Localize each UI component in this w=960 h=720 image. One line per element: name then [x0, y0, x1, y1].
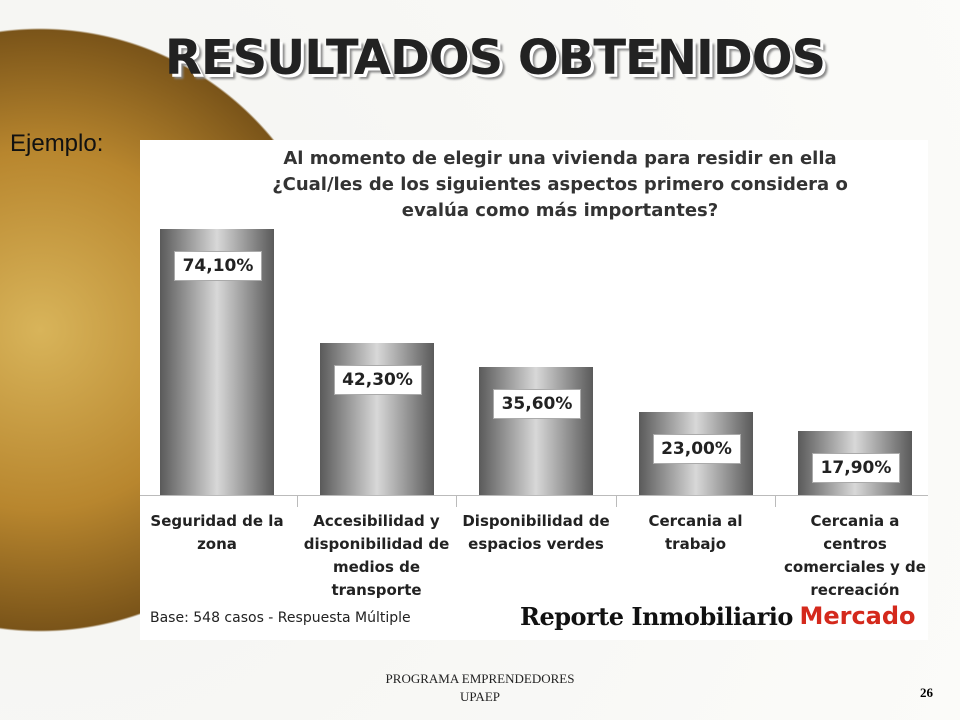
x-tick-label: Disponibilidad de espacios verdes	[462, 512, 610, 553]
bar: 17,90%	[798, 430, 912, 495]
value-label: 17,90%	[812, 452, 900, 483]
source-tag: Mercado	[795, 602, 920, 634]
separator	[775, 495, 777, 507]
slide-title: RESULTADOS OBTENIDOS	[164, 30, 826, 86]
x-tick-label: Cercania al trabajo	[648, 512, 743, 553]
bar: 35,60%	[479, 367, 593, 495]
page-number: 26	[920, 685, 933, 700]
value-label: 35,60%	[493, 389, 581, 420]
separator	[615, 495, 617, 507]
footer: PROGRAMA EMPRENDEDORES UPAEP	[340, 670, 620, 706]
chart: Al momento de elegir una vivienda para r…	[140, 140, 928, 640]
baseline	[140, 495, 928, 496]
value-label: 74,10%	[174, 250, 262, 281]
x-tick-label: Seguridad de la zona	[150, 512, 284, 553]
bar: 42,30%	[319, 343, 434, 495]
bar: 23,00%	[638, 412, 753, 495]
x-tick-label: Cercania a centros comerciales y de recr…	[784, 512, 926, 599]
separator	[296, 495, 298, 507]
separator	[456, 495, 458, 507]
intro: Ejemplo:	[10, 130, 104, 157]
source: Reporte Inmobiliario	[520, 602, 793, 631]
chart-title: Al momento de elegir una vivienda para r…	[272, 148, 848, 221]
value-label: 23,00%	[652, 434, 741, 465]
value-label: 42,30%	[333, 365, 422, 396]
x-tick-label: Accesibilidad y disponibilidad de medios…	[303, 512, 450, 599]
bar: 74,10%	[160, 228, 274, 495]
footer-line: PROGRAMA EMPRENDEDORES	[385, 671, 575, 686]
footer-line: UPAEP	[460, 689, 500, 704]
note: Base: 548 casos - Respuesta Múltiple	[150, 610, 411, 626]
